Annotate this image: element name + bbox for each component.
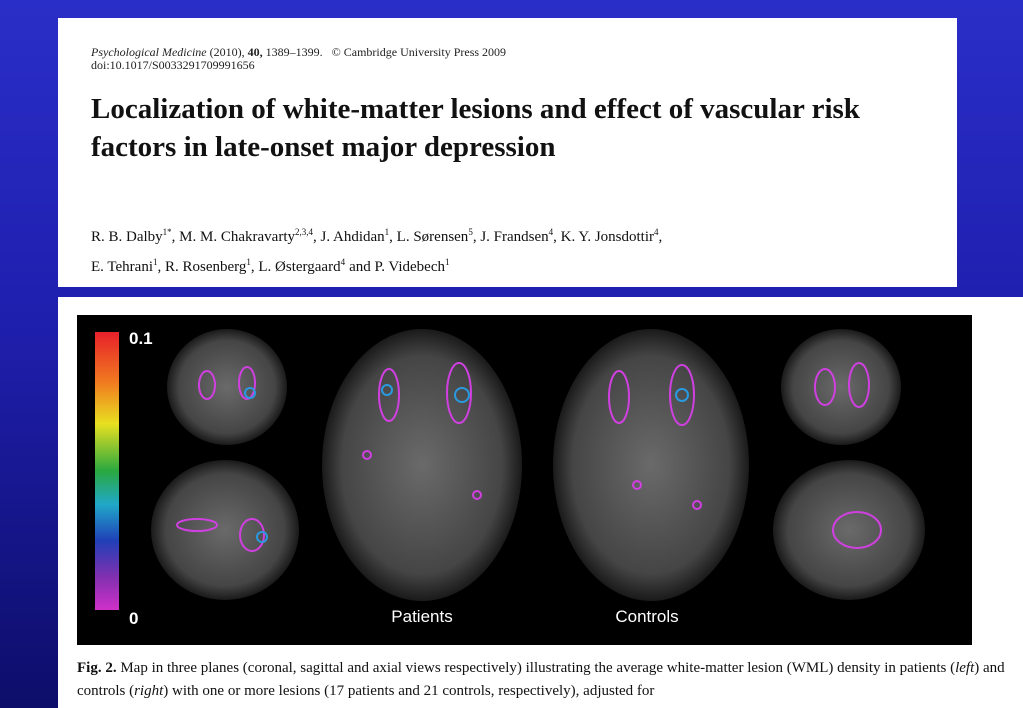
separator: and [349, 259, 371, 275]
brain-slices [151, 329, 925, 601]
author-name: M. M. Chakravarty [179, 229, 295, 245]
affiliation: 1 [445, 257, 450, 267]
separator: , [312, 229, 317, 245]
colorbar [95, 332, 119, 610]
paper-title: Localization of white-matter lesions and… [91, 93, 860, 163]
separator: , [171, 229, 176, 245]
caption-italic: left [955, 660, 975, 676]
affiliation: 5 [468, 227, 473, 237]
author-name: L. Østergaard [258, 259, 341, 275]
author-name: K. Y. Jonsdottir [560, 229, 654, 245]
affiliation: 1 [153, 257, 158, 267]
separator: , [389, 229, 393, 245]
figure-number: Fig. 2. [77, 660, 117, 676]
scale-max: 0.1 [129, 329, 153, 348]
affiliation: 2,3,4 [294, 227, 313, 237]
author-name: E. Tehrani [91, 259, 153, 275]
caption-text: ) with one or more lesions (17 patients … [163, 683, 655, 699]
citation: Psychological Medicine (2010), 40, 1389–… [91, 46, 506, 72]
affiliation: 4 [654, 227, 659, 237]
high-density-spots [244, 384, 689, 543]
lesion-spots [176, 362, 882, 552]
separator: , [472, 229, 477, 245]
patients-label: Patients [391, 607, 453, 626]
author-name: P. Videbech [374, 259, 445, 275]
figure: 0.1 0 Patients Controls [58, 297, 1023, 708]
caption-italic: right [134, 683, 164, 699]
author-line: R. B. Dalby1*, M. M. Chakravarty2,3,4, J… [91, 220, 662, 250]
journal: Psychological Medicine [91, 45, 207, 59]
volume: 40, [247, 45, 263, 59]
author-name: J. Frandsen [480, 229, 549, 245]
caption-text: ) and controls ( [77, 660, 1005, 699]
author-name: R. Rosenberg [165, 259, 247, 275]
authors: R. B. Dalby1*, M. M. Chakravarty2,3,4, J… [91, 220, 662, 280]
year: (2010), [209, 45, 245, 59]
affiliation: 1 [384, 227, 390, 237]
author-name: R. B. Dalby [91, 229, 163, 245]
brain-images [151, 329, 925, 601]
author-name: J. Ahdidan [320, 229, 385, 245]
pages: 1389–1399. [265, 45, 323, 59]
affiliation: 4 [548, 227, 554, 237]
figure-caption: Fig. 2. Map in three planes (coronal, sa… [77, 657, 1017, 703]
controls-label: Controls [615, 607, 679, 626]
separator: , [553, 229, 557, 245]
figure-panel: 0.1 0 Patients Controls [77, 315, 972, 645]
copyright: © Cambridge University Press 2009 [331, 45, 507, 59]
doi: doi:10.1017/S0033291709991656 [91, 58, 255, 72]
author-line: E. Tehrani1, R. Rosenberg1, L. Østergaar… [91, 250, 662, 280]
affiliation: 1 [246, 257, 251, 267]
affiliation: 4 [340, 257, 346, 267]
caption-text: Map in three planes (coronal, sagittal a… [120, 660, 956, 676]
separator: , [658, 229, 663, 245]
separator: , [157, 259, 162, 275]
scale-min: 0 [129, 609, 139, 628]
paper-header: Psychological Medicine (2010), 40, 1389–… [58, 18, 957, 287]
separator: , [250, 259, 255, 275]
author-name: L. Sørensen [396, 229, 469, 245]
affiliation: 1* [162, 227, 172, 237]
